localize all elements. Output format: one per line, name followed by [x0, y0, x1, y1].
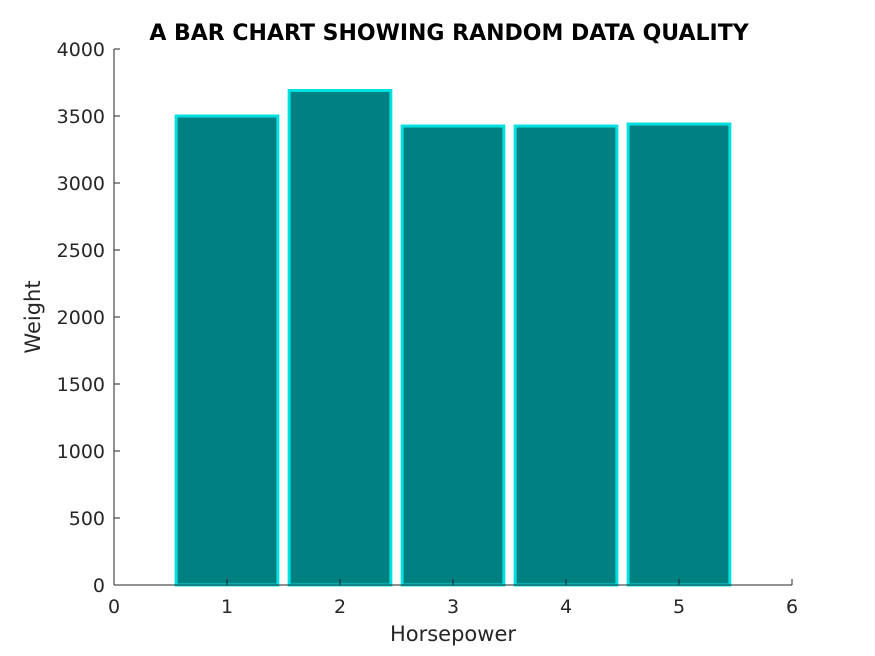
bar-5: [626, 122, 732, 587]
y-axis-label: Weight: [21, 280, 45, 353]
bar-1: [174, 114, 280, 587]
bar-4: [513, 124, 619, 587]
x-tick-label: 2: [334, 596, 346, 618]
x-tick-label: 0: [108, 596, 120, 618]
x-tick-label: 3: [447, 596, 459, 618]
y-tick-label: 4000: [57, 39, 105, 61]
x-ticks-group: 0 1 2 3 4 5 6: [108, 579, 798, 618]
y-tick-label: 0: [93, 575, 105, 597]
bar-3: [400, 124, 506, 587]
x-tick-label: 5: [673, 596, 685, 618]
x-tick-label: 6: [786, 596, 798, 618]
x-tick-label: 1: [221, 596, 233, 618]
y-tick-label: 3000: [57, 173, 105, 195]
bars-group: [174, 89, 732, 587]
y-tick-label: 500: [69, 508, 105, 530]
y-tick-label: 2500: [57, 240, 105, 262]
x-tick-label: 4: [560, 596, 572, 618]
y-tick-label: 3500: [57, 106, 105, 128]
chart-title: A BAR CHART SHOWING RANDOM DATA QUALITY: [149, 21, 749, 46]
y-tick-label: 1500: [57, 374, 105, 396]
y-ticks-group: 0 500 1000 1500 2000 2500 3000 3500 4000: [57, 39, 120, 597]
y-tick-label: 1000: [57, 441, 105, 463]
y-tick-label: 2000: [57, 307, 105, 329]
bar-2: [287, 89, 393, 587]
x-axis-label: Horsepower: [390, 622, 516, 646]
